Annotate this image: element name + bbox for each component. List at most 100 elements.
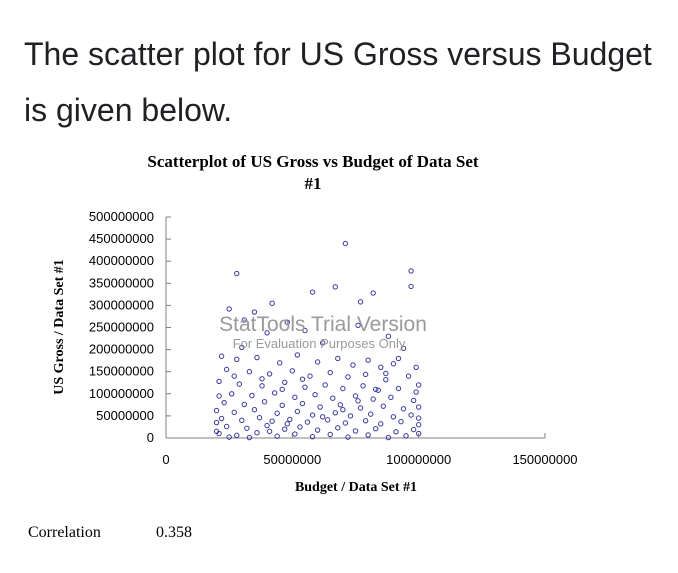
data-point xyxy=(335,425,341,431)
data-point xyxy=(415,404,422,410)
data-point xyxy=(378,421,384,427)
correlation-value: 0.358 xyxy=(156,524,192,541)
data-point xyxy=(254,354,260,361)
data-point xyxy=(251,407,258,413)
data-point xyxy=(218,415,225,422)
data-point xyxy=(332,284,338,290)
data-point xyxy=(223,366,230,373)
data-point xyxy=(254,429,260,436)
data-point xyxy=(403,433,409,439)
data-point xyxy=(345,374,351,380)
data-point xyxy=(342,240,349,247)
data-point xyxy=(259,376,265,382)
data-point xyxy=(282,426,288,432)
data-point xyxy=(410,397,417,404)
data-point xyxy=(365,432,371,438)
data-point xyxy=(223,423,230,430)
data-point xyxy=(325,417,331,423)
data-point xyxy=(373,386,379,393)
y-tick-label: 50000000 xyxy=(96,408,154,423)
data-point xyxy=(393,429,399,435)
data-point xyxy=(385,333,392,340)
data-point xyxy=(345,434,351,440)
data-point xyxy=(279,386,285,393)
data-point xyxy=(221,399,227,406)
watermark-line-1: StatTools Trial Version xyxy=(219,313,427,336)
y-tick-label: 350000000 xyxy=(89,275,154,290)
data-point xyxy=(400,345,407,351)
data-point xyxy=(360,383,366,389)
data-point xyxy=(367,411,374,417)
data-point xyxy=(395,385,402,392)
data-point xyxy=(269,300,275,306)
data-point xyxy=(408,268,414,274)
data-point xyxy=(383,370,389,377)
data-point xyxy=(228,391,235,397)
data-point xyxy=(244,425,250,431)
x-axis-label: Budget / Data Set #1 xyxy=(295,480,417,495)
data-point xyxy=(302,384,308,390)
data-point xyxy=(327,431,333,438)
data-point xyxy=(287,416,293,423)
data-point xyxy=(390,414,397,420)
data-point xyxy=(277,360,283,366)
data-point xyxy=(385,434,392,441)
y-tick-label: 200000000 xyxy=(89,342,154,357)
data-point xyxy=(362,418,369,424)
x-tick-label: 100000000 xyxy=(386,452,451,467)
data-point xyxy=(415,430,422,437)
data-point xyxy=(251,309,258,315)
data-point xyxy=(226,434,232,440)
data-point xyxy=(226,306,232,312)
chart-title-line-2: #1 xyxy=(305,174,322,193)
data-point xyxy=(307,373,313,379)
data-point xyxy=(239,417,245,424)
x-axis-ticks: 0 50000000 100000000 150000000 xyxy=(162,433,578,467)
data-point xyxy=(317,404,323,410)
data-point xyxy=(256,414,263,421)
data-point xyxy=(234,356,240,363)
data-point xyxy=(231,373,237,379)
y-tick-label: 150000000 xyxy=(89,364,154,379)
data-point xyxy=(299,376,306,382)
x-tick-label: 0 xyxy=(162,452,169,467)
data-point xyxy=(261,399,268,405)
y-tick-label: 0 xyxy=(147,430,154,445)
data-point xyxy=(271,390,278,396)
intro-text: The scatter plot for US Gross versus Bud… xyxy=(24,36,652,128)
data-point xyxy=(398,418,404,425)
data-point xyxy=(294,408,301,415)
data-point xyxy=(274,433,280,439)
y-tick-label: 400000000 xyxy=(89,253,154,268)
data-point xyxy=(249,392,255,399)
data-point xyxy=(408,412,414,418)
data-point xyxy=(342,420,349,426)
data-point xyxy=(347,413,354,419)
data-point xyxy=(410,426,417,433)
data-point xyxy=(383,376,389,383)
data-point xyxy=(302,327,308,334)
data-point xyxy=(388,394,394,401)
data-point xyxy=(216,378,222,385)
data-point xyxy=(294,352,301,358)
data-point xyxy=(234,270,240,277)
data-point xyxy=(375,387,381,393)
data-point xyxy=(322,382,328,388)
data-point xyxy=(231,409,237,416)
y-tick-label: 250000000 xyxy=(89,320,154,335)
data-point xyxy=(319,340,326,346)
data-point xyxy=(274,410,280,416)
data-point xyxy=(309,412,316,418)
data-point xyxy=(213,419,220,426)
data-point xyxy=(314,359,321,365)
y-axis-label: US Gross / Data Set #1 xyxy=(52,259,67,394)
data-point xyxy=(297,424,303,430)
data-point xyxy=(309,433,316,440)
data-point xyxy=(415,422,422,428)
y-tick-label: 300000000 xyxy=(89,297,154,312)
watermark-line-2: For Evaluation Purposes Only xyxy=(233,336,406,351)
data-point xyxy=(216,393,222,399)
data-point xyxy=(408,283,414,290)
x-tick-label: 150000000 xyxy=(512,452,577,467)
scatter-chart: Scatterplot of US Gross vs Budget of Dat… xyxy=(52,152,578,495)
